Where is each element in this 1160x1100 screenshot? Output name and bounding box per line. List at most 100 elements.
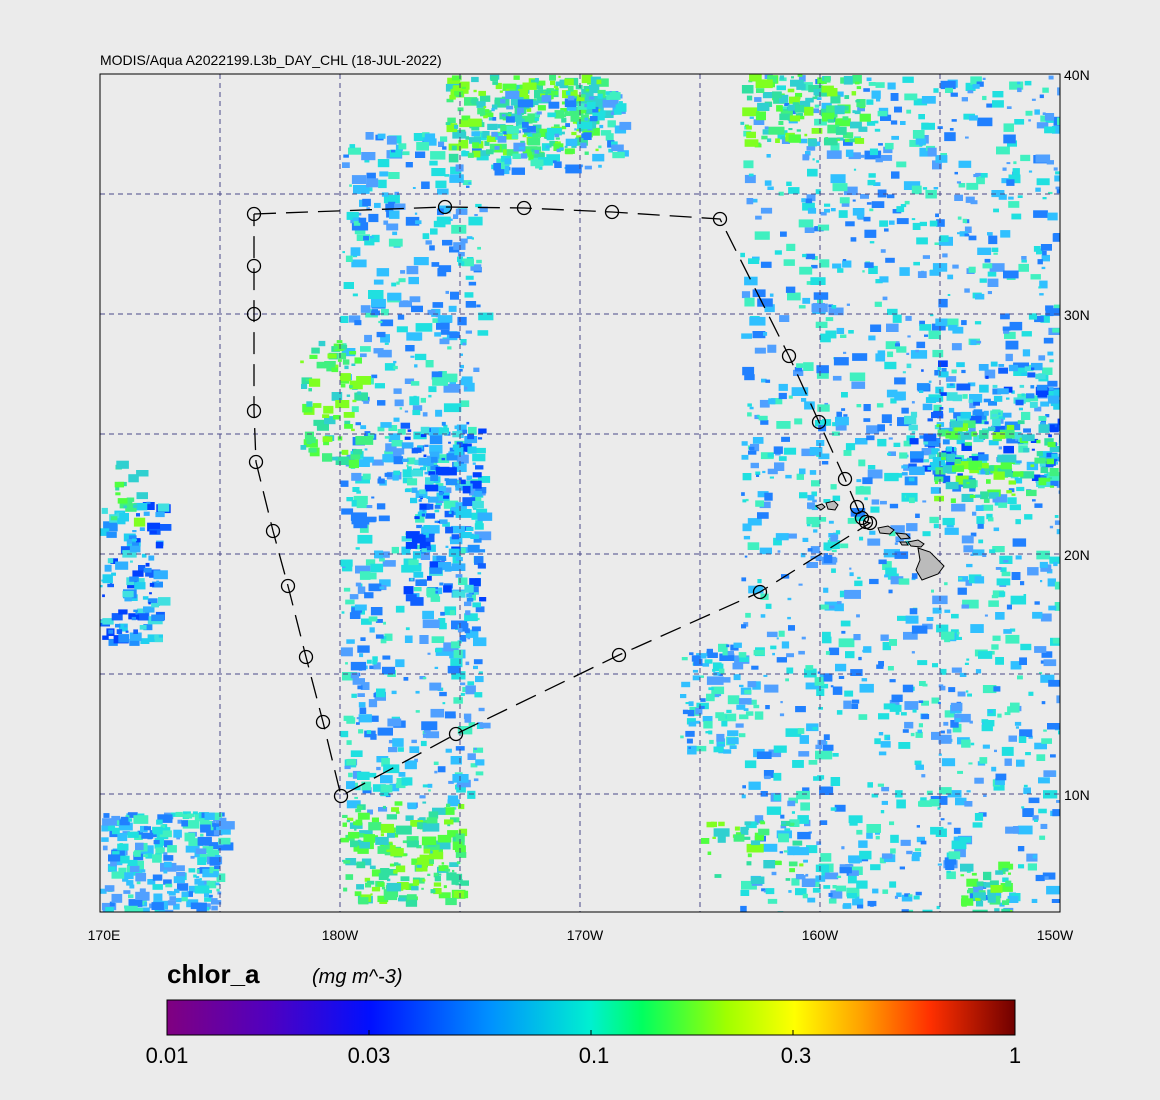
chlorophyll-pixel — [758, 415, 768, 421]
chlorophyll-pixel — [983, 871, 992, 881]
chlorophyll-pixel — [491, 104, 498, 110]
chlorophyll-pixel — [1042, 112, 1046, 115]
chlorophyll-pixel — [471, 626, 481, 632]
chlorophyll-pixel — [584, 117, 589, 121]
chlorophyll-pixel — [1040, 564, 1052, 572]
chlorophyll-pixel — [981, 504, 994, 511]
chlorophyll-pixel — [957, 232, 961, 235]
chlorophyll-pixel — [764, 684, 779, 693]
chlorophyll-pixel — [958, 577, 963, 580]
chlorophyll-pixel — [848, 330, 854, 334]
chlorophyll-pixel — [405, 594, 417, 602]
chlorophyll-pixel — [890, 93, 899, 101]
chlorophyll-pixel — [921, 96, 936, 104]
chlorophyll-pixel — [597, 93, 603, 99]
chlorophyll-pixel — [379, 171, 389, 177]
chlorophyll-pixel — [814, 88, 829, 97]
chlorophyll-pixel — [932, 607, 942, 614]
chlorophyll-pixel — [1042, 87, 1049, 93]
chlorophyll-pixel — [346, 740, 352, 745]
chlorophyll-pixel — [788, 625, 795, 631]
chlorophyll-pixel — [937, 429, 949, 437]
chlorophyll-pixel — [560, 108, 568, 113]
chlorophyll-pixel — [451, 671, 466, 680]
chlorophyll-pixel — [164, 909, 174, 912]
chlorophyll-pixel — [813, 529, 818, 533]
chlorophyll-pixel — [120, 816, 129, 822]
chlorophyll-pixel — [512, 153, 521, 159]
chlorophyll-pixel — [779, 851, 783, 854]
chlorophyll-pixel — [1040, 660, 1046, 664]
chlorophyll-pixel — [907, 335, 911, 338]
chlorophyll-pixel — [868, 82, 876, 86]
chlorophyll-pixel — [457, 316, 467, 326]
chlorophyll-pixel — [364, 877, 371, 882]
chlorophyll-pixel — [939, 668, 947, 675]
chlorophyll-pixel — [911, 651, 915, 654]
chlorophyll-pixel — [363, 235, 369, 241]
chlorophyll-pixel — [1009, 504, 1021, 511]
chlorophyll-pixel — [828, 647, 840, 656]
chlorophyll-pixel — [437, 834, 452, 843]
chlorophyll-pixel — [357, 845, 369, 854]
chlorophyll-pixel — [812, 96, 818, 100]
chlorophyll-pixel — [1030, 274, 1041, 280]
chlorophyll-pixel — [1012, 538, 1027, 547]
chlorophyll-pixel — [823, 542, 832, 551]
chlorophyll-pixel — [1039, 293, 1044, 296]
chlorophyll-pixel — [911, 856, 920, 862]
chlorophyll-pixel — [367, 809, 373, 815]
chlorophyll-pixel — [530, 79, 539, 84]
chlorophyll-pixel — [814, 104, 820, 108]
chlorophyll-pixel — [356, 722, 360, 725]
chlorophyll-pixel — [941, 758, 956, 767]
chlorophyll-pixel — [875, 82, 885, 88]
chlorophyll-pixel — [835, 118, 851, 127]
chlorophyll-pixel — [839, 197, 850, 204]
chlorophyll-pixel — [850, 237, 857, 242]
chlorophyll-pixel — [139, 888, 146, 894]
chlorophyll-pixel — [462, 342, 466, 346]
chlorophyll-pixel — [765, 379, 771, 383]
chlorophyll-pixel — [197, 836, 212, 846]
chlorophyll-pixel — [1024, 366, 1034, 372]
chlorophyll-pixel — [566, 90, 571, 96]
chlorophyll-pixel — [461, 86, 466, 89]
chlorophyll-pixel — [946, 729, 952, 734]
chlorophyll-pixel — [994, 778, 1005, 785]
chlorophyll-pixel — [147, 598, 158, 604]
chlorophyll-pixel — [955, 718, 961, 722]
chlorophyll-pixel — [359, 571, 371, 580]
chlorophyll-pixel — [1041, 254, 1050, 262]
chlorophyll-pixel — [478, 90, 486, 96]
station — [611, 647, 627, 663]
chlorophyll-pixel — [458, 477, 462, 480]
chlorophyll-pixel — [517, 112, 522, 115]
chlorophyll-pixel — [745, 612, 751, 618]
chlorophyll-pixel — [452, 869, 455, 873]
chlorophyll-pixel — [1047, 578, 1056, 587]
chlorophyll-pixel — [771, 871, 777, 876]
chlorophyll-pixel — [449, 218, 453, 221]
chlorophyll-pixel — [380, 638, 387, 644]
chlorophyll-pixel — [977, 470, 983, 474]
chlorophyll-pixel — [445, 898, 457, 906]
chlorophyll-pixel — [1053, 304, 1060, 312]
chlorophyll-pixel — [406, 894, 417, 900]
chlorophyll-pixel — [1044, 390, 1056, 397]
chlorophyll-pixel — [484, 141, 490, 146]
chlorophyll-pixel — [386, 135, 397, 145]
chlorophyll-pixel — [970, 624, 984, 633]
chlorophyll-pixel — [859, 113, 871, 122]
chlorophyll-pixel — [570, 89, 577, 95]
chlorophyll-pixel — [435, 180, 447, 189]
colorbar-units: (mg m^-3) — [312, 966, 403, 988]
chlorophyll-pixel — [456, 783, 466, 793]
chlorophyll-pixel — [133, 609, 138, 613]
chlorophyll-pixel — [1003, 329, 1010, 334]
chlorophyll-pixel — [384, 633, 393, 641]
chlorophyll-pixel — [744, 555, 748, 558]
chlorophyll-pixel — [374, 550, 384, 559]
chlorophyll-pixel — [458, 804, 465, 810]
chlorophyll-pixel — [345, 662, 348, 665]
